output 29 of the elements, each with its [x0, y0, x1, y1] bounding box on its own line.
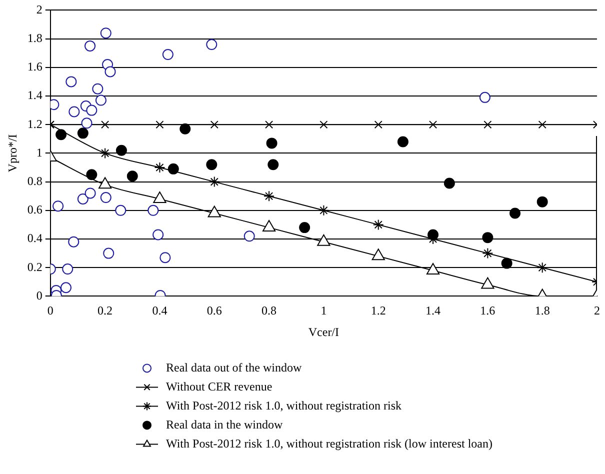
x-tick-label: 0 [47, 304, 54, 318]
y-tick-label: 1.2 [27, 116, 42, 131]
x-tick-label: 0.4 [152, 304, 168, 318]
legend-label: With Post-2012 risk 1.0, without registration risk (low interest loan) [166, 436, 492, 450]
y-tick-label: 0.2 [27, 260, 42, 274]
x-tick-label: 1.4 [426, 304, 441, 318]
legend-label: Real data in the window [166, 417, 283, 432]
x-tick-label: 1 [320, 304, 327, 318]
y-tick-label: 0.8 [27, 174, 42, 188]
x-tick-label: 1.6 [480, 304, 496, 318]
x-tick-label: 0.6 [206, 304, 222, 318]
y-tick-label: 1.4 [27, 88, 42, 102]
legend-label: With Post-2012 risk 1.0, without registration risk [166, 398, 402, 412]
y-axis-title: Vpro*/I [5, 134, 20, 172]
legend-label: Real data out of the window [166, 360, 302, 374]
y-tick-label: 0 [36, 288, 42, 302]
y-tick-label: 1.8 [27, 30, 42, 45]
y-tick-label: 1.6 [27, 60, 42, 74]
y-tick-label: 2 [36, 2, 42, 16]
legend-label: Without CER revenue [166, 379, 272, 394]
x-tick-label: 2 [594, 304, 600, 318]
y-tick-label: 0.6 [27, 202, 42, 217]
x-axis-title: Vcer/I [308, 324, 340, 339]
x-tick-label: 0.2 [98, 304, 113, 318]
x-tick-label: 0.8 [262, 304, 277, 318]
x-tick-label: 1.8 [534, 304, 550, 318]
y-tick-label: 0.4 [27, 231, 42, 246]
y-tick-label: 1 [36, 145, 42, 160]
x-tick-label: 1.2 [370, 304, 386, 318]
